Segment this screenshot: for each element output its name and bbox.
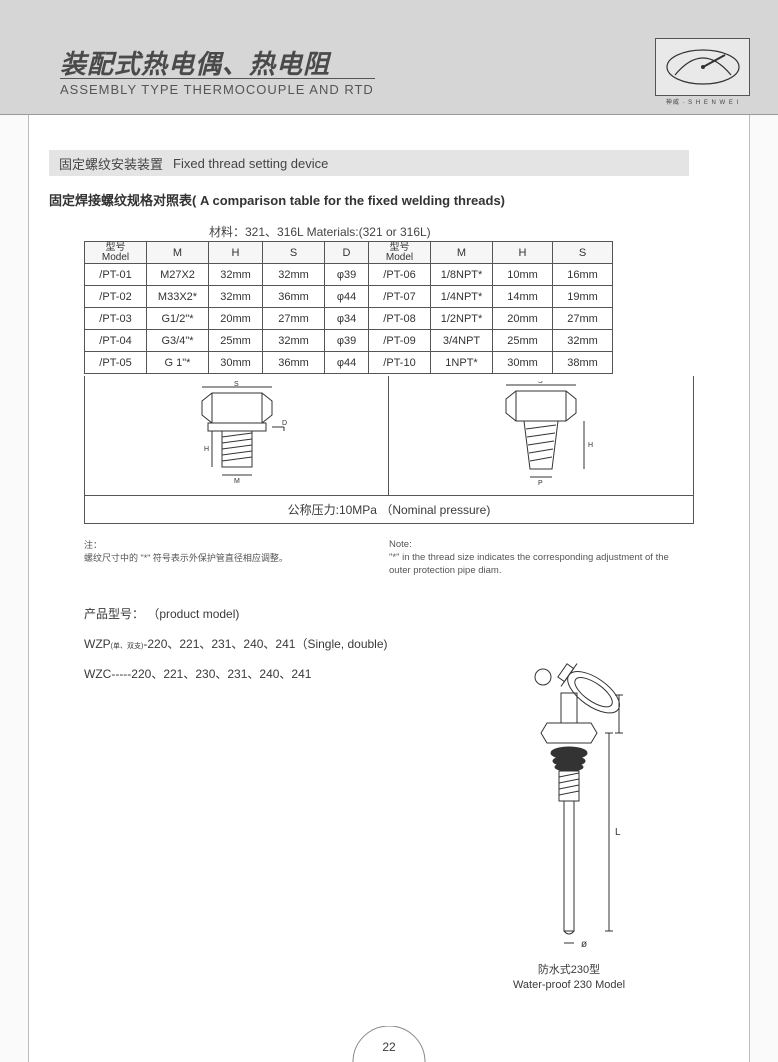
table-cell: φ44 [325, 286, 369, 308]
table-cell: 38mm [553, 352, 613, 374]
svg-text:M: M [234, 478, 240, 485]
table-cell: 32mm [209, 264, 263, 286]
brand-logo [655, 38, 750, 96]
table-cell: 27mm [263, 308, 325, 330]
hdr-model-right: 型号 Model [369, 242, 431, 264]
product-model-line-1: WZP(单、双支)-220、221、231、240、241（Single, do… [84, 635, 388, 652]
table-cell: 30mm [209, 352, 263, 374]
materials-line: 材料：321、316L Materials:(321 or 316L) [209, 223, 431, 240]
hdr-h-left: H [209, 242, 263, 264]
table-row: /PT-01M27X232mm32mmφ39/PT-061/8NPT*10mm1… [85, 264, 613, 286]
thread-diagram-metric-icon: S D M H [172, 381, 302, 491]
diagram-left: S D M H [85, 376, 389, 495]
table-cell: 32mm [263, 330, 325, 352]
table-header-row: 型号 Model M H S D 型号 Model M H S [85, 242, 613, 264]
table-cell: 25mm [493, 330, 553, 352]
table-cell: 30mm [493, 352, 553, 374]
title-chinese: 装配式热电偶、热电阻 [60, 44, 330, 81]
svg-text:H: H [204, 446, 209, 453]
table-cell: φ39 [325, 264, 369, 286]
table-cell: G 1"* [147, 352, 209, 374]
table-cell: /PT-05 [85, 352, 147, 374]
product-model-line-2: WZC-----220、221、230、231、240、241 [84, 665, 311, 682]
note-english: Note: "*" in the thread size indicates t… [389, 539, 689, 577]
brand-caption: 神威 · S H E N W E I [655, 97, 750, 106]
table-cell: /PT-01 [85, 264, 147, 286]
table-title: 固定焊接螺纹规格对照表( A comparison table for the … [49, 190, 505, 209]
table-cell: 32mm [263, 264, 325, 286]
svg-text:H: H [588, 442, 593, 449]
table-cell: 10mm [493, 264, 553, 286]
hdr-m-right: M [431, 242, 493, 264]
diagram-right: S H P [389, 376, 693, 495]
svg-text:S: S [234, 381, 239, 388]
table-cell: φ44 [325, 352, 369, 374]
table-cell: 1/8NPT* [431, 264, 493, 286]
svg-text:ø: ø [581, 939, 587, 950]
hdr-h-right: H [493, 242, 553, 264]
product-model-title: 产品型号： （product model) [84, 605, 239, 622]
table-row: /PT-02M33X2*32mm36mmφ44/PT-071/4NPT*14mm… [85, 286, 613, 308]
svg-text:P: P [538, 480, 543, 487]
table-cell: M27X2 [147, 264, 209, 286]
table-cell: φ34 [325, 308, 369, 330]
table-cell: /PT-02 [85, 286, 147, 308]
section-heading-en: Fixed thread setting device [173, 156, 328, 171]
table-cell: 27mm [553, 308, 613, 330]
note-chinese: 注： 螺纹尺寸中的 "*" 符号表示外保护管直径相应调整。 [84, 539, 344, 564]
table-cell: /PT-09 [369, 330, 431, 352]
table-cell: /PT-08 [369, 308, 431, 330]
probe-assembly-icon: L ø [469, 635, 669, 955]
table-cell: 14mm [493, 286, 553, 308]
table-cell: /PT-07 [369, 286, 431, 308]
table-cell: /PT-10 [369, 352, 431, 374]
table-cell: G1/2"* [147, 308, 209, 330]
table-cell: 32mm [553, 330, 613, 352]
page-number: 22 [364, 1040, 414, 1054]
probe-caption: 防水式230型 Water-proof 230 Model [469, 963, 669, 994]
table-cell: 20mm [493, 308, 553, 330]
section-heading-bar: 固定螺纹安装装置 Fixed thread setting device [49, 150, 689, 176]
table-cell: φ39 [325, 330, 369, 352]
hdr-m-left: M [147, 242, 209, 264]
spec-table: 型号 Model M H S D 型号 Model M H S /PT-01M2… [84, 241, 613, 374]
content-area: 固定螺纹安装装置 Fixed thread setting device 固定焊… [28, 115, 750, 1062]
table-cell: 16mm [553, 264, 613, 286]
thread-diagram-npt-icon: S H P [476, 381, 606, 491]
title-underline [60, 78, 375, 79]
table-cell: 1/4NPT* [431, 286, 493, 308]
gauge-icon [663, 47, 743, 87]
table-cell: 1NPT* [431, 352, 493, 374]
table-cell: 1/2NPT* [431, 308, 493, 330]
svg-text:S: S [538, 381, 543, 385]
table-row: /PT-03G1/2"*20mm27mmφ34/PT-081/2NPT*20mm… [85, 308, 613, 330]
table-row: /PT-05G 1"*30mm36mmφ44/PT-101NPT*30mm38m… [85, 352, 613, 374]
svg-text:D: D [282, 420, 287, 427]
hdr-s-left: S [263, 242, 325, 264]
table-cell: /PT-03 [85, 308, 147, 330]
table-row: /PT-04G3/4"*25mm32mmφ39/PT-093/4NPT25mm3… [85, 330, 613, 352]
table-cell: /PT-04 [85, 330, 147, 352]
hdr-model-left: 型号 Model [85, 242, 147, 264]
table-cell: /PT-06 [369, 264, 431, 286]
table-cell: G3/4"* [147, 330, 209, 352]
pressure-row: 公称压力:10MPa （Nominal pressure) [84, 496, 694, 524]
title-english: ASSEMBLY TYPE THERMOCOUPLE AND RTD [60, 82, 374, 97]
table-cell: M33X2* [147, 286, 209, 308]
svg-text:L: L [615, 827, 621, 838]
table-cell: 3/4NPT [431, 330, 493, 352]
table-cell: 32mm [209, 286, 263, 308]
table-cell: 36mm [263, 352, 325, 374]
probe-diagram: L ø [469, 635, 669, 955]
table-cell: 20mm [209, 308, 263, 330]
table-cell: 19mm [553, 286, 613, 308]
diagram-row: S D M H S H P [84, 376, 694, 496]
hdr-s-right: S [553, 242, 613, 264]
section-heading-cn: 固定螺纹安装装置 [59, 154, 163, 173]
table-cell: 25mm [209, 330, 263, 352]
hdr-d-left: D [325, 242, 369, 264]
table-cell: 36mm [263, 286, 325, 308]
